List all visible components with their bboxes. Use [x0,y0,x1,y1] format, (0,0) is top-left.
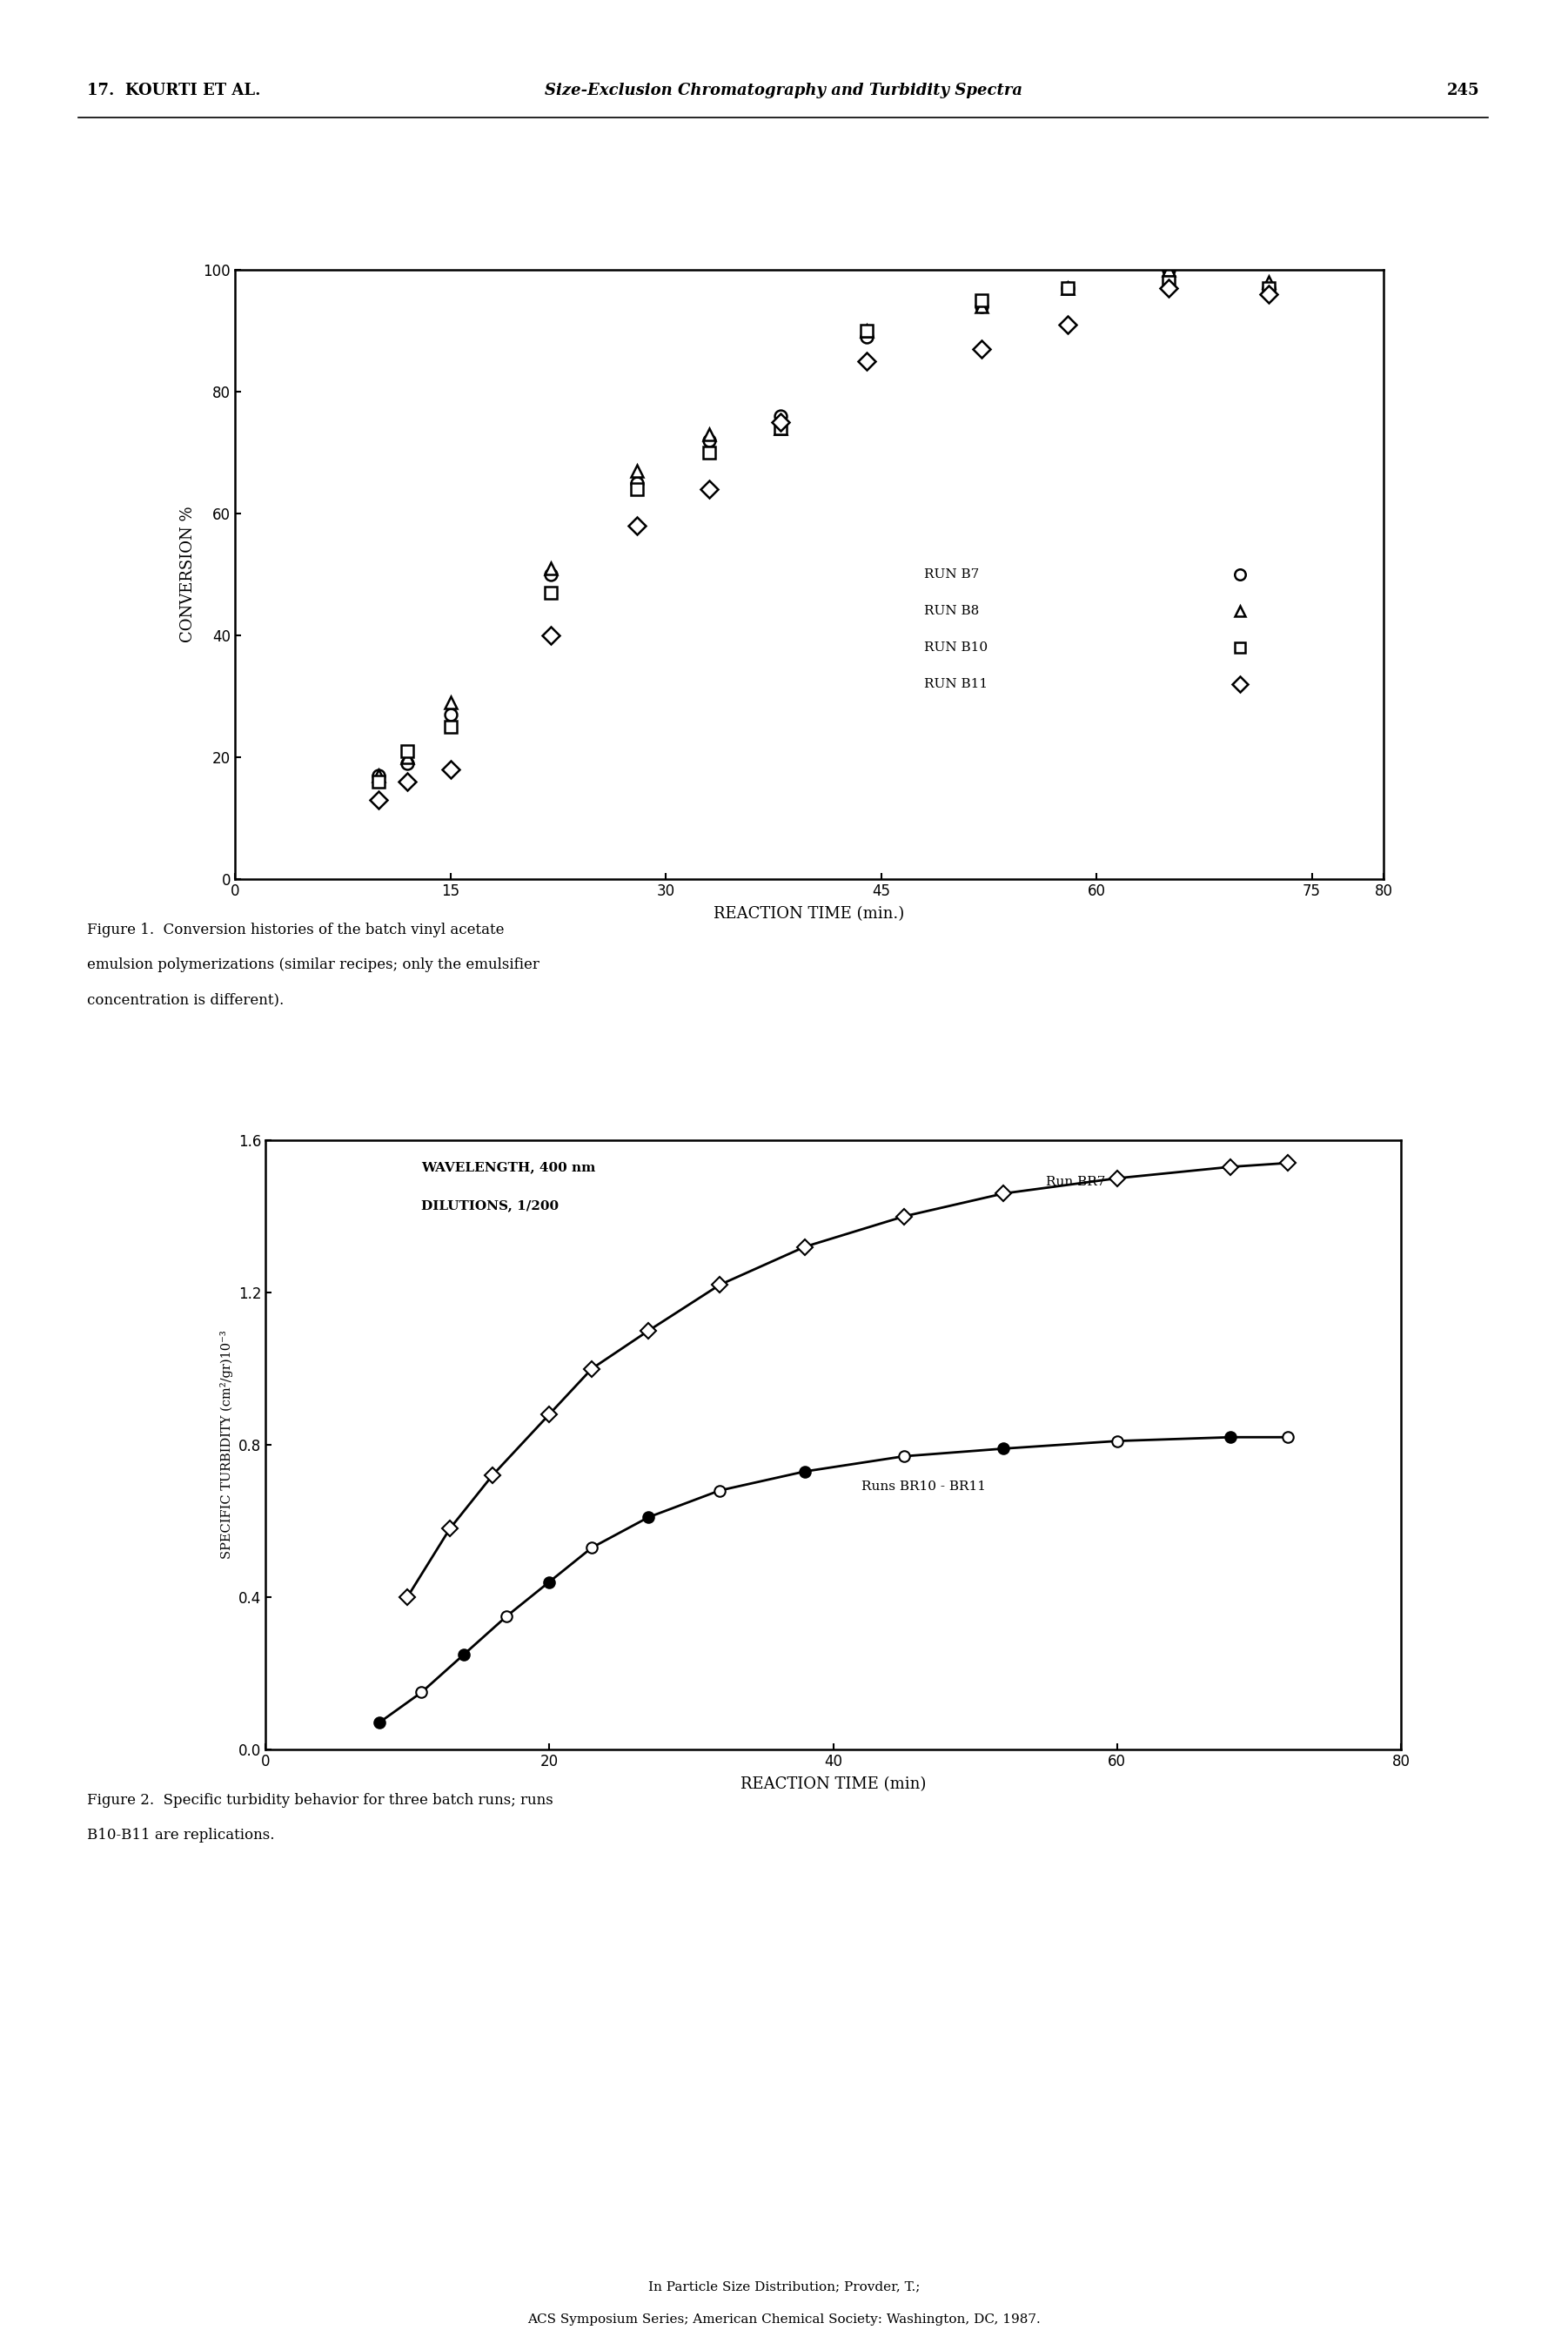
Text: WAVELENGTH, 400 nm: WAVELENGTH, 400 nm [422,1161,596,1173]
Text: B10-B11 are replications.: B10-B11 are replications. [86,1828,274,1842]
Text: RUN B10: RUN B10 [924,642,988,653]
Text: Run BR7: Run BR7 [1046,1177,1105,1189]
Text: Figure 1.  Conversion histories of the batch vinyl acetate: Figure 1. Conversion histories of the ba… [86,924,505,938]
Text: Runs BR10 - BR11: Runs BR10 - BR11 [861,1480,986,1492]
Text: emulsion polymerizations (similar recipes; only the emulsifier: emulsion polymerizations (similar recipe… [86,956,539,973]
Text: In Particle Size Distribution; Provder, T.;: In Particle Size Distribution; Provder, … [648,2280,920,2294]
Text: ACS Symposium Series; American Chemical Society: Washington, DC, 1987.: ACS Symposium Series; American Chemical … [527,2312,1041,2326]
Text: 17.  KOURTI ET AL.: 17. KOURTI ET AL. [86,82,260,99]
Text: Figure 2.  Specific turbidity behavior for three batch runs; runs: Figure 2. Specific turbidity behavior fo… [86,1793,554,1807]
Text: 245: 245 [1447,82,1479,99]
Text: Size-Exclusion Chromatography and Turbidity Spectra: Size-Exclusion Chromatography and Turbid… [546,82,1022,99]
Y-axis label: SPECIFIC TURBIDITY (cm²/gr)10⁻³: SPECIFIC TURBIDITY (cm²/gr)10⁻³ [220,1330,234,1558]
X-axis label: REACTION TIME (min): REACTION TIME (min) [740,1777,927,1793]
Text: RUN B7: RUN B7 [924,569,978,580]
Text: RUN B8: RUN B8 [924,604,978,618]
X-axis label: REACTION TIME (min.): REACTION TIME (min.) [713,907,905,921]
Text: concentration is different).: concentration is different). [86,992,284,1008]
Y-axis label: CONVERSION %: CONVERSION % [180,505,196,642]
Text: RUN B11: RUN B11 [924,679,988,691]
Text: DILUTIONS, 1/200: DILUTIONS, 1/200 [422,1198,560,1210]
